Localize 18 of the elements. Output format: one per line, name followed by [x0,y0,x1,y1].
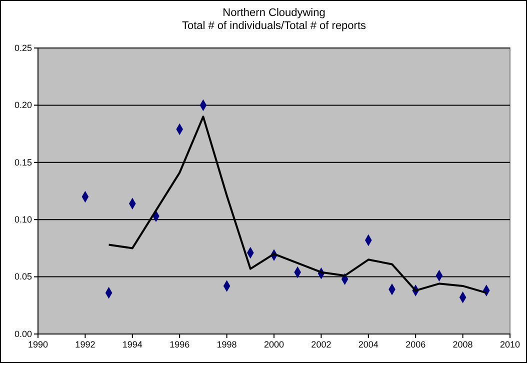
x-tick-label: 1992 [75,339,96,350]
x-tick-label: 2000 [264,339,284,350]
x-tick-label: 2010 [500,339,520,350]
y-tick-label: 0.15 [14,157,32,168]
x-tick-label: 1990 [28,339,48,350]
y-tick-label: 0.05 [14,272,32,282]
x-tick-label: 2004 [358,339,378,350]
y-tick-label: 0.00 [14,328,32,339]
x-tick-label: 1996 [170,339,190,350]
y-tick-label: 0.10 [14,214,32,224]
y-tick-label: 0.20 [14,100,32,110]
chart-title: Northern Cloudywing Total # of individuals/Total # of reports [182,7,367,32]
x-tick-label: 1994 [122,339,142,350]
x-tick-label: 1998 [216,339,237,350]
x-tick-label: 2002 [311,339,332,350]
x-tick-label: 2006 [406,339,426,350]
x-tick-label: 2008 [452,339,473,350]
y-tick-label: 0.25 [14,42,32,53]
